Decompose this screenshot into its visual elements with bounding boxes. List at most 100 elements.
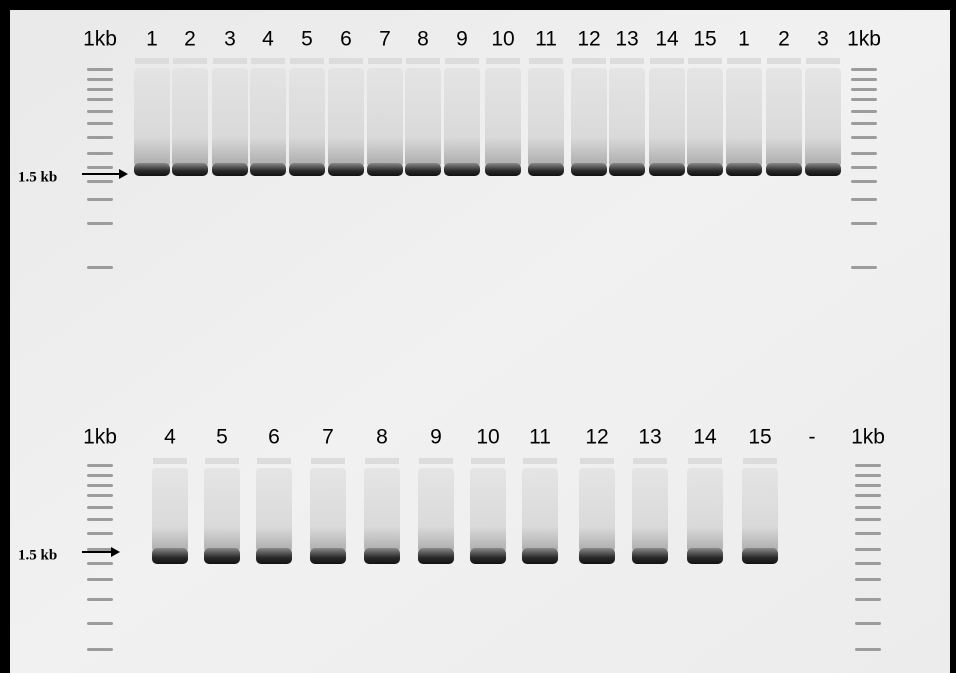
dna-band — [522, 548, 558, 564]
frame-right — [950, 0, 956, 673]
ladder-band — [855, 578, 881, 581]
well — [523, 458, 557, 464]
lane-label: 6 — [268, 426, 280, 449]
lane-label: 3 — [817, 28, 829, 51]
well — [688, 58, 722, 64]
well — [650, 58, 684, 64]
well — [329, 58, 363, 64]
ladder-band — [855, 648, 881, 651]
ladder-band — [851, 222, 877, 225]
lane-label: 8 — [376, 426, 388, 449]
ladder-band — [87, 68, 113, 71]
smear — [726, 68, 762, 167]
dna-band — [289, 163, 325, 176]
well — [251, 58, 285, 64]
dna-band — [405, 163, 441, 176]
dna-band — [172, 163, 208, 176]
ladder-band — [851, 152, 877, 155]
dna-band — [134, 163, 170, 176]
ladder-band — [87, 562, 113, 565]
ladder-band — [87, 648, 113, 651]
ladder-band — [87, 518, 113, 521]
ladder-band — [87, 622, 113, 625]
marker-label: 1.5 kb — [18, 547, 57, 563]
ladder-band — [87, 494, 113, 497]
dna-band — [444, 163, 480, 176]
lane-label: 8 — [417, 28, 429, 51]
dna-band — [609, 163, 645, 176]
well — [213, 58, 247, 64]
well — [767, 58, 801, 64]
smear — [470, 468, 506, 552]
dna-band — [805, 163, 841, 176]
lane-label: 2 — [778, 28, 790, 51]
marker-label: 1.5 kb — [18, 169, 57, 185]
smear — [632, 468, 668, 552]
well — [257, 458, 291, 464]
well — [688, 458, 722, 464]
lane-label: 14 — [693, 426, 717, 449]
ladder-band — [855, 464, 881, 467]
dna-band — [470, 548, 506, 564]
ladder-band — [851, 110, 877, 113]
lane-label: 15 — [693, 28, 716, 51]
dna-band — [152, 548, 188, 564]
smear — [649, 68, 685, 167]
smear — [418, 468, 454, 552]
ladder-band — [87, 198, 113, 201]
dna-band — [364, 548, 400, 564]
dna-band — [328, 163, 364, 176]
ladder-band — [87, 166, 113, 169]
lane-label: 4 — [164, 426, 176, 449]
dna-band — [687, 548, 723, 564]
ladder-band — [851, 166, 877, 169]
lane-label: 5 — [301, 28, 313, 51]
ladder-band — [851, 122, 877, 125]
smear — [528, 68, 564, 167]
lane-label: 9 — [456, 28, 468, 51]
smear — [742, 468, 778, 552]
smear — [310, 468, 346, 552]
lane-label: 3 — [224, 28, 236, 51]
smear — [571, 68, 607, 167]
lane-label: 12 — [577, 28, 600, 51]
smear — [687, 68, 723, 167]
well — [572, 58, 606, 64]
ladder-band — [87, 598, 113, 601]
dna-band — [310, 548, 346, 564]
lane-label: 13 — [615, 28, 638, 51]
well — [529, 58, 563, 64]
ladder-band — [87, 88, 113, 91]
well — [806, 58, 840, 64]
ladder-band — [851, 266, 877, 269]
ladder-band — [87, 222, 113, 225]
dna-band — [204, 548, 240, 564]
smear — [256, 468, 292, 552]
ladder-band — [851, 136, 877, 139]
lane-label: 4 — [262, 28, 274, 51]
well — [727, 58, 761, 64]
ladder-band — [87, 484, 113, 487]
lane-label: 14 — [655, 28, 679, 51]
ladder-band — [855, 598, 881, 601]
ladder-band — [851, 68, 877, 71]
lane-label: 1kb — [83, 28, 117, 51]
ladder-band — [855, 506, 881, 509]
smear — [609, 68, 645, 167]
ladder-band — [855, 532, 881, 535]
smear — [204, 468, 240, 552]
ladder-band — [87, 464, 113, 467]
well — [135, 58, 169, 64]
smear — [172, 68, 208, 167]
frame-top — [0, 0, 956, 10]
ladder-band — [87, 548, 113, 551]
ladder-band — [851, 98, 877, 101]
lane-label: 15 — [748, 426, 771, 449]
ladder-band — [855, 494, 881, 497]
lane-label: 5 — [216, 426, 228, 449]
lane-label: 9 — [430, 426, 442, 449]
smear — [134, 68, 170, 167]
smear — [766, 68, 802, 167]
ladder-band — [855, 562, 881, 565]
ladder-band — [87, 578, 113, 581]
